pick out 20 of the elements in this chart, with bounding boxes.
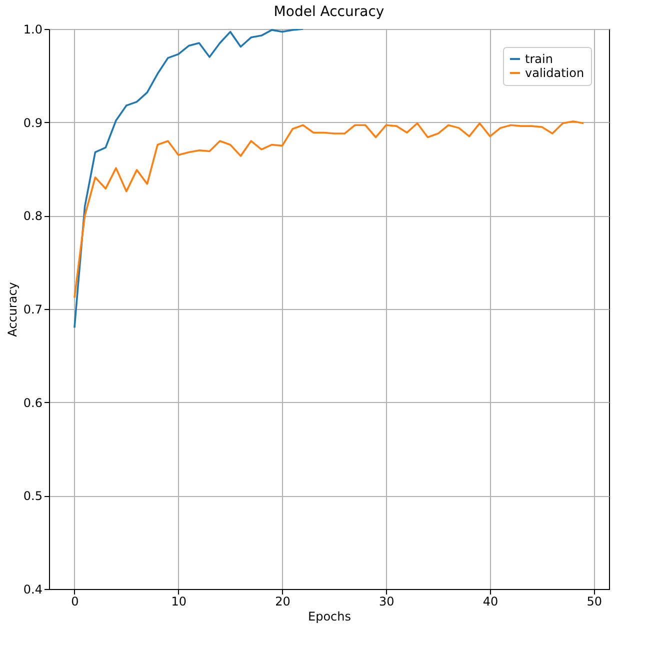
y-tick-label: 0.8 (23, 209, 42, 224)
line-series (74, 120, 584, 299)
chart-title: Model Accuracy (274, 4, 384, 20)
y-tick-label: 0.9 (23, 116, 42, 130)
y-tick-label: 1.0 (23, 22, 42, 36)
y-tick-label: 0.5 (23, 489, 42, 504)
legend-label: train (525, 52, 553, 66)
x-tick-label: 10 (171, 594, 186, 608)
x-tick-label: 40 (482, 594, 498, 608)
x-tick-label: 20 (275, 594, 290, 608)
x-axis-title: Epochs (308, 610, 351, 624)
y-tick-label: 0.7 (23, 302, 42, 316)
legend-label: validation (525, 66, 584, 80)
y-tick-label: 0.4 (23, 582, 42, 596)
x-tick-label: 50 (586, 594, 602, 608)
x-tick-label: 0 (71, 594, 79, 608)
line-series (74, 29, 304, 329)
y-tick-label: 0.6 (23, 396, 42, 410)
y-axis-title: Accuracy (5, 282, 20, 337)
x-tick-label: 30 (379, 594, 394, 608)
